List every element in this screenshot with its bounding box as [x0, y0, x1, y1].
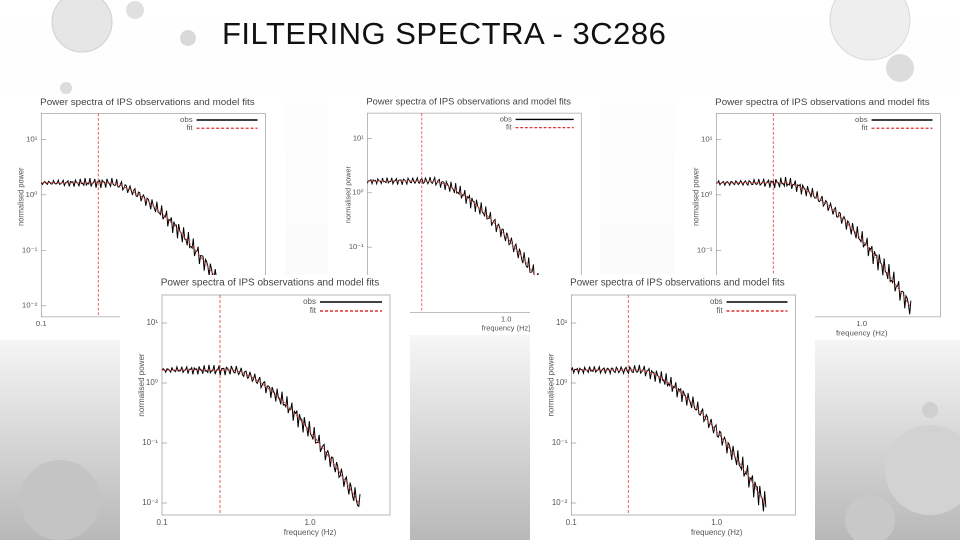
plot: Power spectra of IPS observations and mo… — [530, 275, 815, 540]
y-tick-label: 10⁰ — [352, 188, 363, 197]
legend-label: obs — [500, 114, 512, 123]
legend-label: fit — [717, 306, 724, 315]
y-tick-label: 10⁻¹ — [697, 245, 713, 254]
legend-label: obs — [710, 297, 723, 306]
plot-title: Power spectra of IPS observations and mo… — [715, 97, 930, 108]
y-tick-label: 10¹ — [556, 318, 568, 327]
y-tick-label: 10⁻¹ — [22, 245, 38, 254]
x-tick-label: 0.1 — [566, 518, 578, 527]
x-axis-label: frequency (Hz) — [691, 528, 743, 537]
plot-background — [120, 275, 410, 540]
axes-frame — [367, 112, 582, 313]
x-tick-label: 1.0 — [711, 518, 723, 527]
y-tick-label: 10⁻¹ — [142, 438, 158, 447]
y-tick-label: 10⁻¹ — [552, 438, 568, 447]
legend-label: fit — [862, 123, 869, 132]
y-tick-label: 10⁻² — [142, 498, 158, 507]
x-axis-label: frequency (Hz) — [482, 324, 531, 333]
observed-curve — [366, 175, 554, 311]
plot: Power spectra of IPS observations and mo… — [120, 275, 410, 540]
x-tick-label: 1.0 — [856, 319, 867, 328]
y-axis-label: normalised power — [691, 167, 700, 226]
x-axis-label: frequency (Hz) — [836, 329, 888, 338]
plot: Power spectra of IPS observations and mo… — [675, 95, 960, 341]
y-tick-label: 10¹ — [353, 134, 364, 143]
plot-title: Power spectra of IPS observations and mo… — [161, 278, 379, 289]
legend-label: fit — [310, 306, 317, 315]
legend-label: obs — [855, 115, 868, 124]
x-tick-label: 1.0 — [501, 315, 511, 324]
x-axis-label: frequency (Hz) — [284, 528, 337, 537]
observed-curve — [716, 176, 912, 315]
observed-curve — [161, 364, 361, 508]
y-axis-label: normalised power — [16, 167, 25, 226]
plot-title: Power spectra of IPS observations and mo… — [40, 97, 255, 108]
y-tick-label: 10⁰ — [700, 190, 712, 199]
y-tick-label: 10⁰ — [25, 190, 37, 199]
axes-frame — [715, 113, 941, 318]
x-tick-label: 0.1 — [156, 518, 168, 527]
y-tick-label: 10⁻¹ — [349, 242, 364, 251]
y-tick-label: 10¹ — [701, 135, 713, 144]
fit-curve — [41, 182, 237, 308]
slide-title: FILTERING SPECTRA - 3C286 — [222, 16, 667, 51]
y-tick-label: 10⁻² — [552, 498, 568, 507]
legend-label: fit — [187, 123, 194, 132]
x-tick-label: 1.0 — [304, 518, 316, 527]
y-axis-label: normalised power — [137, 353, 146, 416]
plot-title: Power spectra of IPS observations and mo… — [366, 97, 571, 107]
plot-background — [530, 275, 815, 540]
y-axis-label: normalised power — [547, 353, 556, 416]
fit-curve — [162, 369, 361, 506]
legend-label: fit — [506, 123, 512, 132]
observed-curve — [570, 364, 767, 512]
y-tick-label: 10¹ — [26, 135, 38, 144]
axes-frame — [570, 294, 796, 516]
y-tick-label: 10⁻² — [22, 301, 38, 310]
y-tick-label: 10⁰ — [555, 378, 567, 387]
legend-label: obs — [180, 115, 193, 124]
plot-title: Power spectra of IPS observations and mo… — [570, 278, 785, 289]
y-axis-label: normalised power — [344, 166, 353, 224]
x-tick-label: 0.1 — [36, 319, 47, 328]
y-tick-label: 10⁰ — [146, 378, 158, 387]
legend-label: obs — [303, 297, 316, 306]
y-tick-label: 10¹ — [146, 318, 158, 327]
axes-frame — [161, 294, 391, 516]
